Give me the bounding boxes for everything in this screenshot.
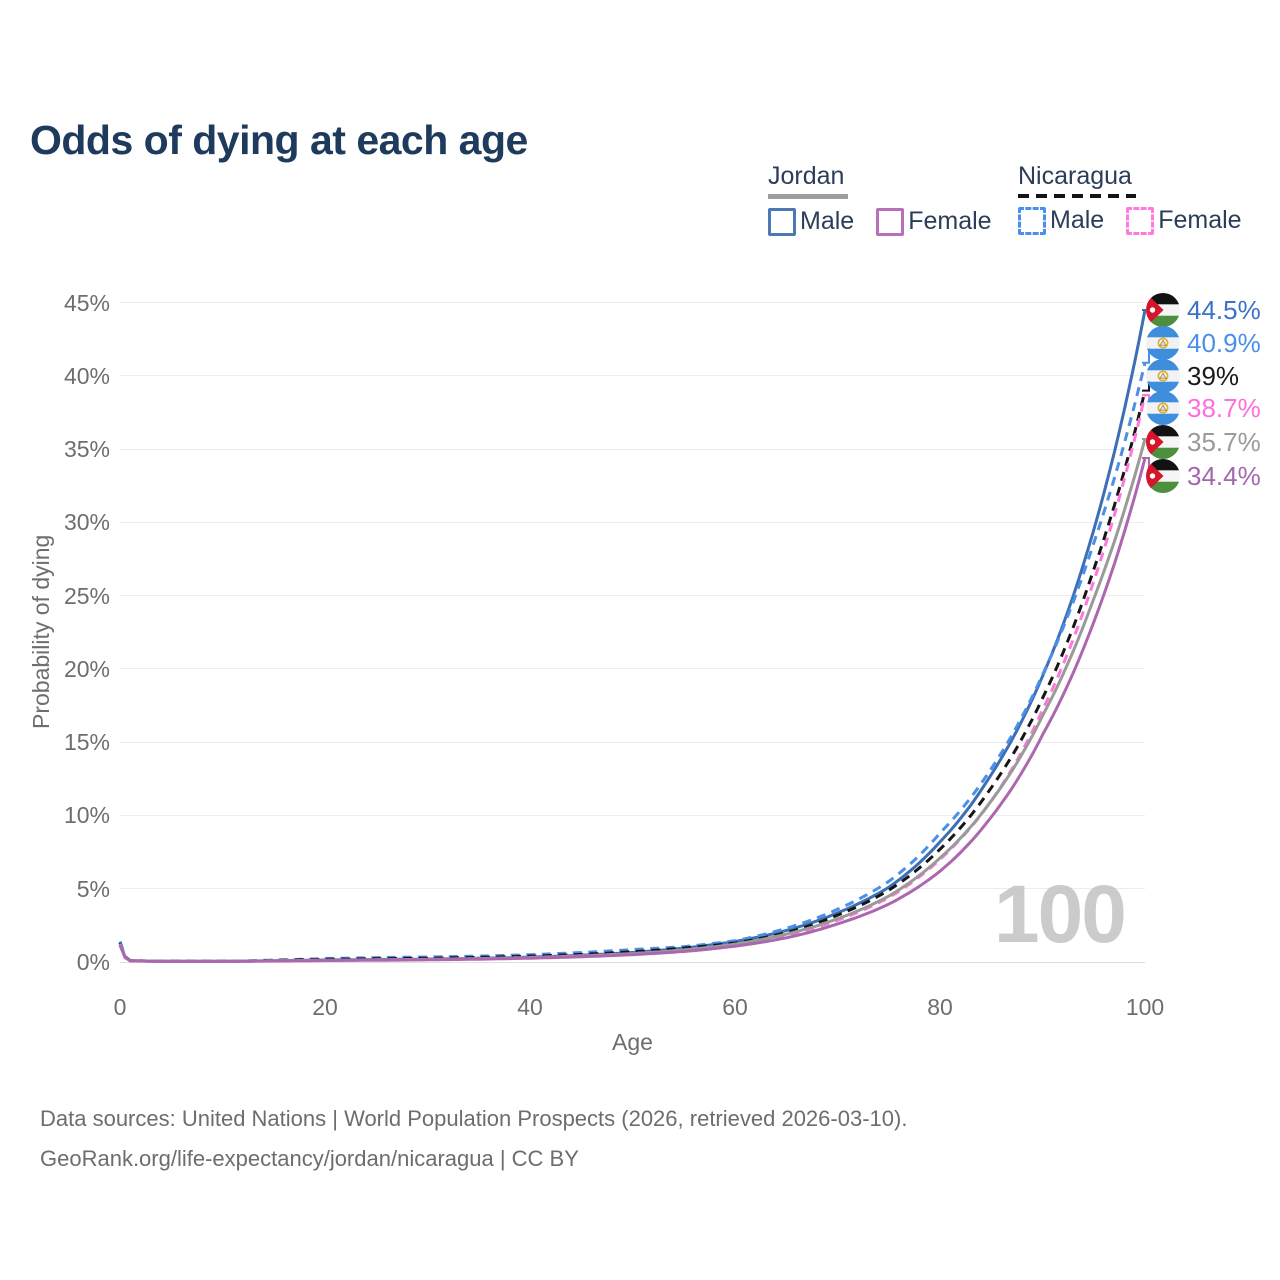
- y-tick-label: 20%: [63, 655, 110, 682]
- end-value-label: 44.5%: [1187, 295, 1261, 325]
- legend-item-nicaragua-male[interactable]: Male: [1018, 206, 1104, 235]
- x-tick-label: 20: [312, 994, 338, 1020]
- x-tick-label: 40: [517, 994, 543, 1020]
- legend-item-jordan-male[interactable]: Male: [768, 207, 854, 236]
- legend-country-nicaragua: Nicaragua: [1018, 162, 1264, 198]
- jordan-line-style-swatch: [768, 194, 848, 199]
- jordan-flag-icon: [1146, 459, 1180, 493]
- jordan-male-swatch-icon: [768, 207, 796, 236]
- x-tick-label: 0: [113, 994, 127, 1020]
- gridline: [120, 595, 1145, 597]
- y-tick-label: 15%: [63, 729, 110, 756]
- line-jordan[interactable]: [118, 438, 1147, 963]
- footer-data-sources: Data sources: United Nations | World Pop…: [40, 1106, 908, 1131]
- line-nicaragua-male[interactable]: [118, 362, 1147, 963]
- age-counter-watermark: 100: [994, 869, 1127, 960]
- nicaragua-line-style-swatch: [1018, 194, 1136, 198]
- jordan-flag-icon: [1146, 425, 1180, 459]
- y-tick-label: 10%: [63, 802, 110, 829]
- y-tick-label: 45%: [63, 289, 110, 316]
- y-tick-label: 5%: [76, 875, 110, 902]
- line-nicaragua-female[interactable]: [118, 394, 1147, 963]
- nicaragua-female-swatch-icon: [1126, 206, 1155, 235]
- legend-item-label: Male: [1050, 206, 1105, 234]
- legend-group-jordan: Jordan Male Female: [768, 162, 1014, 236]
- y-tick-label: 25%: [63, 582, 110, 609]
- x-tick-label: 80: [927, 994, 953, 1020]
- end-value-label: 34.4%: [1187, 461, 1261, 491]
- line-jordan-female[interactable]: [118, 457, 1147, 963]
- x-axis-title: Age: [612, 1029, 653, 1055]
- gridline: [120, 814, 1145, 816]
- legend-country-nicaragua-label: Nicaragua: [1018, 162, 1132, 190]
- y-tick-label: 0%: [76, 949, 110, 975]
- gridline: [120, 961, 1145, 963]
- nicaragua-male-swatch-icon: [1018, 206, 1046, 235]
- end-value-label: 35.7%: [1187, 427, 1261, 457]
- y-tick-label: 30%: [63, 509, 110, 536]
- nicaragua-flag-icon: [1146, 391, 1180, 425]
- footer-attribution: GeoRank.org/life-expectancy/jordan/nicar…: [40, 1146, 579, 1171]
- gridline: [120, 375, 1145, 377]
- gridline: [120, 302, 1145, 304]
- legend-item-label: Female: [1158, 206, 1242, 234]
- legend-item-nicaragua-female[interactable]: Female: [1126, 206, 1242, 235]
- line-nicaragua[interactable]: [118, 390, 1147, 963]
- legend-item-label: Male: [800, 207, 855, 235]
- y-tick-label: 35%: [63, 436, 110, 463]
- gridline: [120, 741, 1145, 743]
- page-title: Odds of dying at each age: [30, 117, 528, 164]
- legend-item-label: Female: [908, 207, 992, 235]
- jordan-female-swatch-icon: [876, 207, 905, 236]
- legend-country-jordan: Jordan: [768, 162, 1014, 199]
- legend-item-jordan-female[interactable]: Female: [876, 207, 992, 236]
- nicaragua-flag-icon: [1146, 326, 1180, 360]
- gridline: [120, 668, 1145, 670]
- gridline: [120, 448, 1145, 450]
- gridline: [120, 521, 1145, 523]
- x-tick-label: 60: [722, 994, 748, 1020]
- y-tick-label: 40%: [63, 362, 110, 389]
- legend-group-nicaragua: Nicaragua Male Female: [1018, 162, 1264, 235]
- x-tick-label: 100: [1125, 994, 1165, 1020]
- jordan-flag-icon: [1146, 293, 1180, 327]
- end-value-label: 40.9%: [1187, 328, 1261, 358]
- gridline: [120, 888, 1145, 890]
- end-value-label: 39%: [1187, 360, 1240, 391]
- line-jordan-male[interactable]: [118, 309, 1147, 963]
- nicaragua-flag-icon: [1146, 358, 1180, 393]
- legend-country-jordan-label: Jordan: [768, 162, 845, 190]
- end-value-label: 38.7%: [1187, 393, 1261, 423]
